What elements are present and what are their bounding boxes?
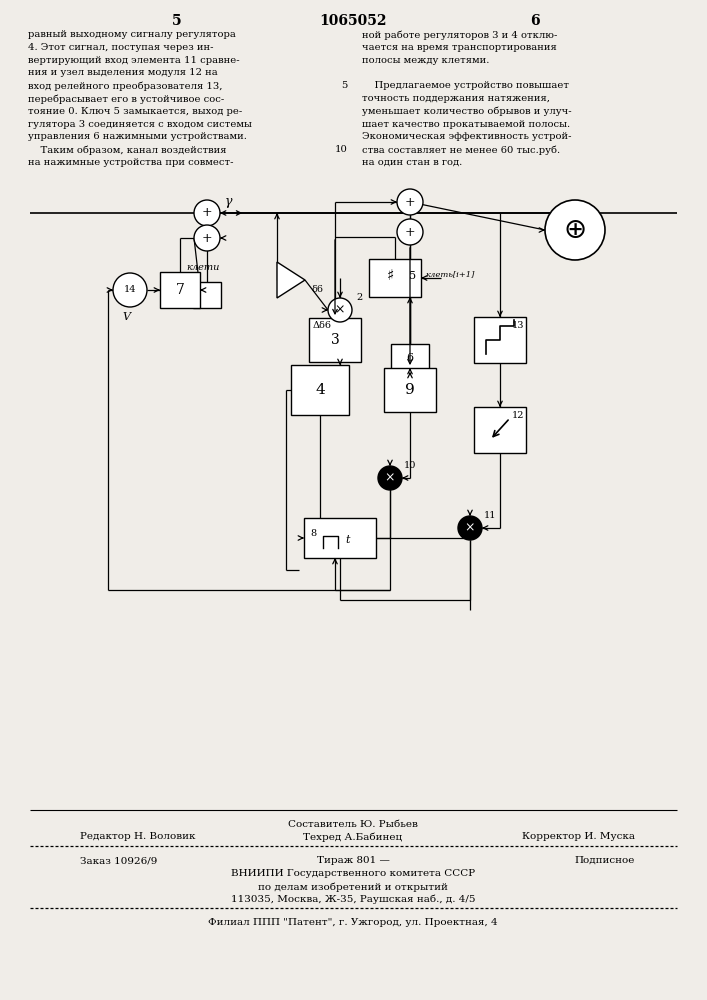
Text: 6: 6 bbox=[530, 14, 540, 28]
Text: +: + bbox=[404, 226, 415, 238]
Text: Предлагаемое устройство повышает: Предлагаемое устройство повышает bbox=[362, 81, 569, 90]
Circle shape bbox=[397, 189, 423, 215]
Bar bbox=[304, 518, 376, 558]
Text: тояние 0. Ключ 5 замыкается, выход ре-: тояние 0. Ключ 5 замыкается, выход ре- bbox=[28, 107, 243, 116]
Text: ⊕: ⊕ bbox=[563, 216, 587, 244]
Text: ♯: ♯ bbox=[386, 269, 394, 283]
Text: по делам изобретений и открытий: по делам изобретений и открытий bbox=[258, 882, 448, 892]
Text: ×: × bbox=[334, 304, 345, 316]
Text: полосы между клетями.: полосы между клетями. bbox=[362, 56, 489, 65]
Circle shape bbox=[194, 225, 220, 251]
Text: 10: 10 bbox=[404, 462, 416, 471]
Text: 1065052: 1065052 bbox=[320, 14, 387, 28]
Bar bbox=[384, 368, 436, 412]
Text: Таким образом, канал воздействия: Таким образом, канал воздействия bbox=[28, 145, 226, 155]
Text: 113035, Москва, Ж-35, Раушская наб., д. 4/5: 113035, Москва, Ж-35, Раушская наб., д. … bbox=[230, 895, 475, 904]
Text: Составитель Ю. Рыбьев: Составитель Ю. Рыбьев bbox=[288, 820, 418, 829]
Bar bbox=[309, 318, 361, 362]
Bar bbox=[391, 344, 429, 372]
Text: ния и узел выделения модуля 12 на: ния и узел выделения модуля 12 на bbox=[28, 68, 218, 77]
Text: вертирующий вход элемента 11 сравне-: вертирующий вход элемента 11 сравне- bbox=[28, 56, 240, 65]
Text: Техред А.Бабинец: Техред А.Бабинец bbox=[303, 832, 402, 842]
Text: Тираж 801 —: Тираж 801 — bbox=[317, 856, 390, 865]
Circle shape bbox=[378, 466, 402, 490]
Circle shape bbox=[113, 273, 147, 307]
Circle shape bbox=[545, 200, 605, 260]
Text: Филиал ППП "Патент", г. Ужгород, ул. Проектная, 4: Филиал ППП "Патент", г. Ужгород, ул. Про… bbox=[208, 918, 498, 927]
Text: клети: клети bbox=[187, 263, 220, 272]
Text: 9: 9 bbox=[405, 383, 415, 397]
Text: управления 6 нажимными устройствами.: управления 6 нажимными устройствами. bbox=[28, 132, 247, 141]
Text: ной работе регуляторов 3 и 4 отклю-: ной работе регуляторов 3 и 4 отклю- bbox=[362, 30, 557, 39]
Text: +: + bbox=[404, 196, 415, 209]
Polygon shape bbox=[277, 262, 305, 298]
Text: шает качество прокатываемой полосы.: шает качество прокатываемой полосы. bbox=[362, 120, 570, 129]
Bar bbox=[474, 317, 526, 363]
Text: 11: 11 bbox=[484, 512, 496, 520]
Bar bbox=[369, 259, 421, 297]
Text: Корректор И. Муска: Корректор И. Муска bbox=[522, 832, 635, 841]
Text: V: V bbox=[122, 312, 130, 322]
Text: на один стан в год.: на один стан в год. bbox=[362, 158, 462, 167]
Text: 3: 3 bbox=[331, 333, 339, 347]
Text: Δδ6: Δδ6 bbox=[312, 320, 332, 330]
Text: ×: × bbox=[385, 472, 395, 485]
Text: +: + bbox=[201, 207, 212, 220]
Circle shape bbox=[328, 298, 352, 322]
Text: 2: 2 bbox=[356, 294, 362, 302]
Text: ства составляет не менее 60 тыс.руб.: ства составляет не менее 60 тыс.руб. bbox=[362, 145, 560, 155]
Text: t: t bbox=[345, 535, 349, 545]
Text: Редактор Н. Воловик: Редактор Н. Воловик bbox=[80, 832, 196, 841]
Text: перебрасывает его в устойчивое сос-: перебрасывает его в устойчивое сос- bbox=[28, 94, 224, 104]
Text: ВНИИПИ Государственного комитета СССР: ВНИИПИ Государственного комитета СССР bbox=[231, 869, 475, 878]
Text: Экономическая эффективность устрой-: Экономическая эффективность устрой- bbox=[362, 132, 571, 141]
Text: Подписное: Подписное bbox=[575, 856, 635, 865]
Circle shape bbox=[458, 516, 482, 540]
Text: 4: 4 bbox=[315, 383, 325, 397]
Text: на нажимные устройства при совмест-: на нажимные устройства при совмест- bbox=[28, 158, 233, 167]
Bar bbox=[474, 407, 526, 453]
Text: 8: 8 bbox=[310, 530, 316, 538]
Bar bbox=[160, 272, 200, 308]
Text: 14: 14 bbox=[124, 286, 136, 294]
Circle shape bbox=[397, 219, 423, 245]
Text: 5: 5 bbox=[341, 81, 348, 90]
Text: равный выходному сигналу регулятора: равный выходному сигналу регулятора bbox=[28, 30, 236, 39]
Circle shape bbox=[194, 200, 220, 226]
Text: ×: × bbox=[464, 522, 475, 534]
Text: вход релейного преобразователя 13,: вход релейного преобразователя 13, bbox=[28, 81, 223, 91]
Text: δ6: δ6 bbox=[312, 286, 324, 294]
Text: точность поддержания натяжения,: точность поддержания натяжения, bbox=[362, 94, 550, 103]
Text: 12: 12 bbox=[512, 411, 525, 420]
Text: +: + bbox=[201, 232, 212, 244]
Text: 5: 5 bbox=[173, 14, 182, 28]
Bar bbox=[291, 365, 349, 415]
Text: 10: 10 bbox=[335, 145, 348, 154]
Bar bbox=[193, 282, 221, 308]
Text: 13: 13 bbox=[512, 321, 525, 330]
Text: чается на время транспортирования: чается на время транспортирования bbox=[362, 43, 556, 52]
Text: 4. Этот сигнал, поступая через ин-: 4. Этот сигнал, поступая через ин- bbox=[28, 43, 214, 52]
Text: клеть[i+1]: клеть[i+1] bbox=[425, 270, 474, 278]
Text: Заказ 10926/9: Заказ 10926/9 bbox=[80, 856, 158, 865]
Text: γ: γ bbox=[225, 194, 233, 208]
Text: 7: 7 bbox=[175, 283, 185, 297]
Text: 6: 6 bbox=[407, 353, 414, 363]
Text: уменьшает количество обрывов и улуч-: уменьшает количество обрывов и улуч- bbox=[362, 107, 572, 116]
Text: гулятора 3 соединяется с входом системы: гулятора 3 соединяется с входом системы bbox=[28, 120, 252, 129]
Text: 5: 5 bbox=[409, 271, 416, 281]
